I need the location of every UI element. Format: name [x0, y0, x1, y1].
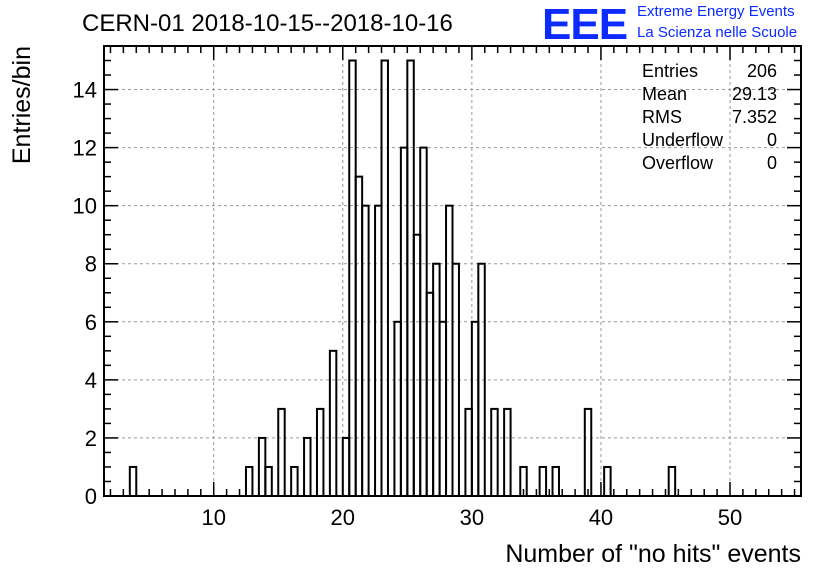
stats-label: RMS: [642, 107, 682, 127]
histogram-bin: [477, 262, 486, 498]
stats-value: 7.352: [732, 107, 777, 127]
x-tick-label: 40: [589, 505, 613, 530]
y-tick-label: 14: [73, 78, 97, 103]
histogram-bin: [490, 407, 499, 497]
y-tick-label: 8: [85, 252, 97, 277]
stats-label: Overflow: [642, 153, 714, 173]
stats-label: Entries: [642, 61, 698, 81]
histogram-bin: [583, 407, 593, 497]
y-axis-label: Entries/bin: [8, 46, 36, 164]
stats-value: 206: [747, 61, 777, 81]
stats-box: Entries 206 Mean 29.13 RMS 7.352 Underflow 0 Ove…: [642, 61, 777, 173]
x-tick-label: 30: [460, 505, 484, 530]
y-tick-label: 2: [85, 426, 97, 451]
histogram-bin: [303, 436, 312, 498]
plot-frame: [103, 45, 802, 497]
histogram-bin: [538, 465, 548, 497]
histogram-bin: [603, 465, 612, 497]
histogram-bin: [244, 465, 254, 497]
y-tick-label: 10: [73, 194, 97, 219]
stats-label: Mean: [642, 84, 687, 104]
histogram-bin: [328, 349, 338, 497]
histogram-bin: [451, 262, 460, 498]
axis-ticks: [104, 46, 801, 497]
histogram-bin: [667, 465, 677, 497]
histogram-bin: [277, 407, 286, 497]
x-tick-label: 10: [201, 505, 225, 530]
axis-tick-labels: 10 20 30 40 50 0 2 4 6 8 10 12 14: [73, 78, 743, 530]
stats-value: 0: [767, 130, 777, 150]
histogram-bin: [361, 204, 370, 497]
x-axis-label: Number of "no hits" events: [505, 540, 801, 568]
y-tick-label: 6: [85, 310, 97, 335]
histogram-bars: [128, 59, 677, 498]
histogram-bin: [128, 465, 138, 497]
histogram-bin: [503, 407, 512, 497]
chart-title: CERN-01 2018-10-15--2018-10-16: [82, 10, 453, 37]
y-tick-label: 4: [85, 368, 97, 393]
histogram-bin: [551, 465, 560, 497]
eee-logo: EEE: [542, 0, 628, 49]
x-tick-label: 20: [331, 505, 355, 530]
x-tick-label: 50: [718, 505, 742, 530]
stats-value: 0: [767, 153, 777, 173]
logo-subtitle-2: La Scienza nelle Scuole: [637, 24, 798, 41]
y-tick-label: 12: [73, 136, 97, 161]
histogram-bin: [264, 465, 273, 497]
histogram-bin: [290, 465, 299, 497]
histogram-bin: [380, 59, 389, 497]
logo-subtitle-1: Extreme Energy Events: [637, 3, 795, 20]
stats-label: Underflow: [642, 130, 724, 150]
histogram-bin: [315, 407, 325, 497]
y-tick-label: 0: [85, 484, 97, 509]
stats-value: 29.13: [732, 84, 777, 104]
